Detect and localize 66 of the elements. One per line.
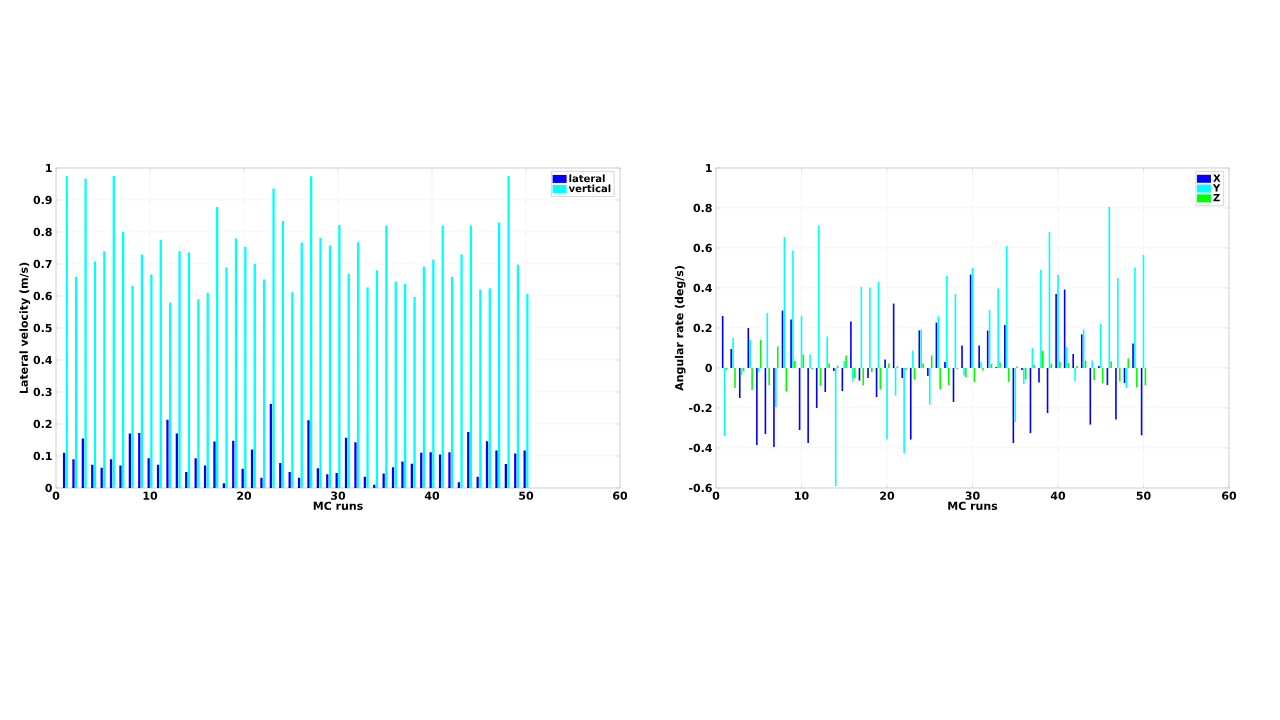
x-tick-label: 20 bbox=[880, 491, 895, 500]
x-tick-label: 30 bbox=[331, 491, 346, 500]
y-tick-label: 0.9 bbox=[33, 195, 52, 205]
legend-label: X bbox=[1213, 174, 1221, 182]
bar bbox=[448, 452, 451, 488]
y-tick-label: 0.5 bbox=[33, 323, 52, 333]
y-tick-label: 0.8 bbox=[693, 203, 712, 213]
bar bbox=[460, 254, 463, 488]
x-tick-label: 20 bbox=[237, 491, 252, 500]
bar bbox=[354, 442, 357, 488]
y-tick-label: 0.4 bbox=[33, 355, 52, 365]
y-tick-label: 0.6 bbox=[693, 243, 712, 253]
y-tick-label: 0.1 bbox=[33, 451, 52, 461]
x-tick-label: 10 bbox=[143, 491, 158, 500]
y-tick-label: 0 bbox=[705, 363, 712, 373]
x-tick-label: 0 bbox=[712, 491, 720, 500]
x-axis-title: MC runs bbox=[313, 501, 363, 511]
bar bbox=[272, 188, 275, 488]
x-tick-label: 40 bbox=[1050, 491, 1066, 500]
x-tick-label: 60 bbox=[1222, 491, 1237, 500]
bar bbox=[260, 477, 263, 488]
legend-label: lateral bbox=[569, 174, 605, 183]
x-tick-label: 30 bbox=[965, 491, 980, 500]
y-axis-title: Lateral velocity (m/s) bbox=[19, 262, 31, 394]
bar bbox=[178, 251, 181, 488]
y-tick-label: 0.8 bbox=[33, 227, 52, 237]
bar bbox=[119, 465, 122, 488]
bar bbox=[413, 296, 416, 488]
x-tick-label: 0 bbox=[52, 491, 60, 500]
x-tick-label: 50 bbox=[1136, 491, 1151, 500]
x-tick-label: 40 bbox=[424, 491, 440, 500]
y-tick-label: 0 bbox=[45, 483, 52, 493]
y-tick-label: 1 bbox=[706, 163, 712, 172]
bar bbox=[166, 419, 169, 488]
x-tick-label: 60 bbox=[613, 491, 628, 500]
y-tick-label: -0.2 bbox=[689, 403, 712, 413]
y-tick-label: 0.3 bbox=[33, 387, 52, 397]
bar bbox=[222, 483, 225, 488]
y-tick-label: 0.2 bbox=[33, 419, 52, 429]
legend-label: Z bbox=[1213, 193, 1220, 202]
bar bbox=[72, 459, 75, 488]
y-tick-label: -0.6 bbox=[689, 483, 712, 493]
y-tick-label: 0.6 bbox=[33, 291, 52, 301]
y-tick-label: 0.2 bbox=[693, 323, 712, 333]
bar bbox=[457, 482, 460, 488]
y-tick-label: 0.4 bbox=[693, 283, 712, 293]
bar bbox=[225, 267, 228, 488]
bar bbox=[213, 441, 216, 488]
y-tick-label: 1 bbox=[46, 163, 52, 172]
y-tick-label: -0.4 bbox=[689, 443, 712, 453]
bar bbox=[495, 450, 498, 488]
bar bbox=[507, 175, 510, 488]
legend-label: Y bbox=[1212, 184, 1221, 192]
y-axis-title: Angular rate (deg/s) bbox=[674, 266, 686, 391]
bar bbox=[131, 285, 134, 488]
bar bbox=[366, 287, 369, 488]
bar bbox=[319, 237, 322, 488]
bar bbox=[401, 461, 404, 488]
bar bbox=[307, 420, 310, 488]
legend-label: vertical bbox=[568, 184, 611, 193]
bar bbox=[84, 178, 87, 488]
x-tick-label: 50 bbox=[519, 491, 534, 500]
x-axis-title: MC runs bbox=[948, 501, 998, 511]
bar bbox=[326, 474, 329, 488]
x-tick-label: 10 bbox=[795, 491, 809, 500]
y-tick-label: 0.7 bbox=[33, 259, 52, 269]
